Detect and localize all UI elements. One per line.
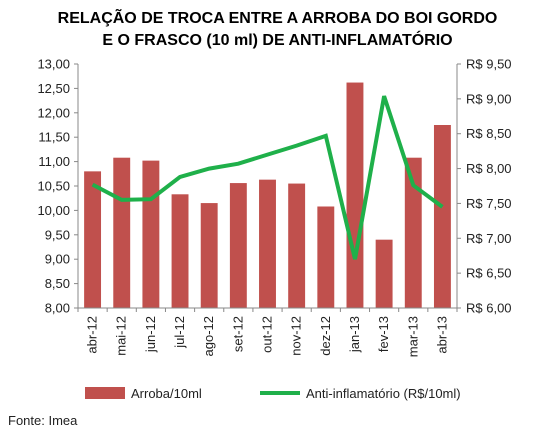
bar-fev-13 [375, 239, 393, 308]
bar-mai-12 [113, 157, 131, 308]
x-tick-label-mar-13: mar-13 [405, 316, 420, 357]
y-right-tick-label: R$ 6,50 [466, 266, 512, 281]
bar-out-12 [259, 179, 276, 308]
bar-jun-12 [142, 160, 160, 308]
bar-nov-12 [288, 183, 306, 308]
x-tick-label-abr-12: abr-12 [85, 316, 100, 354]
y-left-tick-label: 12,00 [37, 105, 70, 120]
bar-abr-13 [433, 125, 451, 308]
y-left-tick-label: 9,50 [45, 227, 70, 242]
x-tick-label-abr-13: abr-13 [434, 316, 449, 354]
x-tick-label-dez-12: dez-12 [318, 316, 333, 356]
y-left-tick-label: 12,50 [37, 81, 70, 96]
x-tick-label-fev-13: fev-13 [376, 316, 391, 352]
y-left-tick-label: 8,00 [45, 301, 70, 316]
y-left-tick-label: 11,50 [38, 130, 70, 145]
y-left-tick-label: 11,00 [38, 154, 70, 169]
y-right-tick-label: R$ 7,00 [466, 231, 512, 246]
y-right-tick-label: R$ 8,00 [466, 161, 512, 176]
bar-jul-12 [171, 194, 189, 308]
y-right-tick-label: R$ 7,50 [466, 196, 512, 211]
y-right-tick-label: R$ 9,50 [466, 57, 512, 72]
bar-series [84, 82, 451, 308]
bar-dez-12 [317, 206, 335, 308]
legend-label-anti-inflamatorio: Anti-inflamatório (R$/10ml) [306, 386, 461, 401]
x-tick-label-jan-13: jan-13 [347, 316, 362, 353]
source-note: Fonte: Imea [8, 413, 78, 428]
axes [74, 63, 461, 312]
y-right-tick-label: R$ 9,00 [466, 91, 512, 106]
line-series [91, 95, 444, 260]
legend: Arroba/10ml Anti-inflamatório (R$/10ml) [85, 386, 461, 401]
chart-title-line-2: E O FRASCO (10 ml) DE ANTI-INFLAMATÓRIO [102, 32, 453, 49]
legend-swatch-arroba [85, 387, 125, 399]
tick-labels: 8,00 8,50 9,00 9,50 10,00 10,50 11,00 11,50 12,0… [37, 57, 511, 358]
x-tick-label-out-12: out-12 [260, 316, 275, 353]
y-left-tick-label: 8,50 [45, 276, 70, 291]
bar-abr-12 [84, 171, 102, 308]
y-left-tick-label: 10,50 [37, 179, 70, 194]
x-tick-label-jun-12: jun-12 [143, 316, 158, 353]
bar-mar-13 [404, 157, 422, 308]
y-left-tick-label: 10,00 [37, 203, 70, 218]
x-tick-label-nov-12: nov-12 [289, 316, 304, 356]
bar-jan-13 [346, 82, 364, 308]
bar-set-12 [229, 183, 247, 308]
x-tick-label-set-12: set-12 [230, 316, 245, 352]
y-right-tick-label: R$ 6,00 [466, 301, 512, 316]
x-tick-label-mai-12: mai-12 [114, 316, 129, 356]
bar-ago-12 [200, 203, 218, 308]
y-left-tick-label: 9,00 [45, 252, 70, 267]
x-tick-label-ago-12: ago-12 [201, 316, 216, 356]
x-tick-label-jul-12: jul-12 [172, 316, 187, 349]
y-left-tick-label: 13,00 [37, 57, 70, 72]
y-right-tick-label: R$ 8,50 [466, 126, 512, 141]
chart-title-line-1: RELAÇÃO DE TROCA ENTRE A ARROBA DO BOI G… [57, 10, 498, 27]
legend-label-arroba: Arroba/10ml [131, 386, 202, 401]
